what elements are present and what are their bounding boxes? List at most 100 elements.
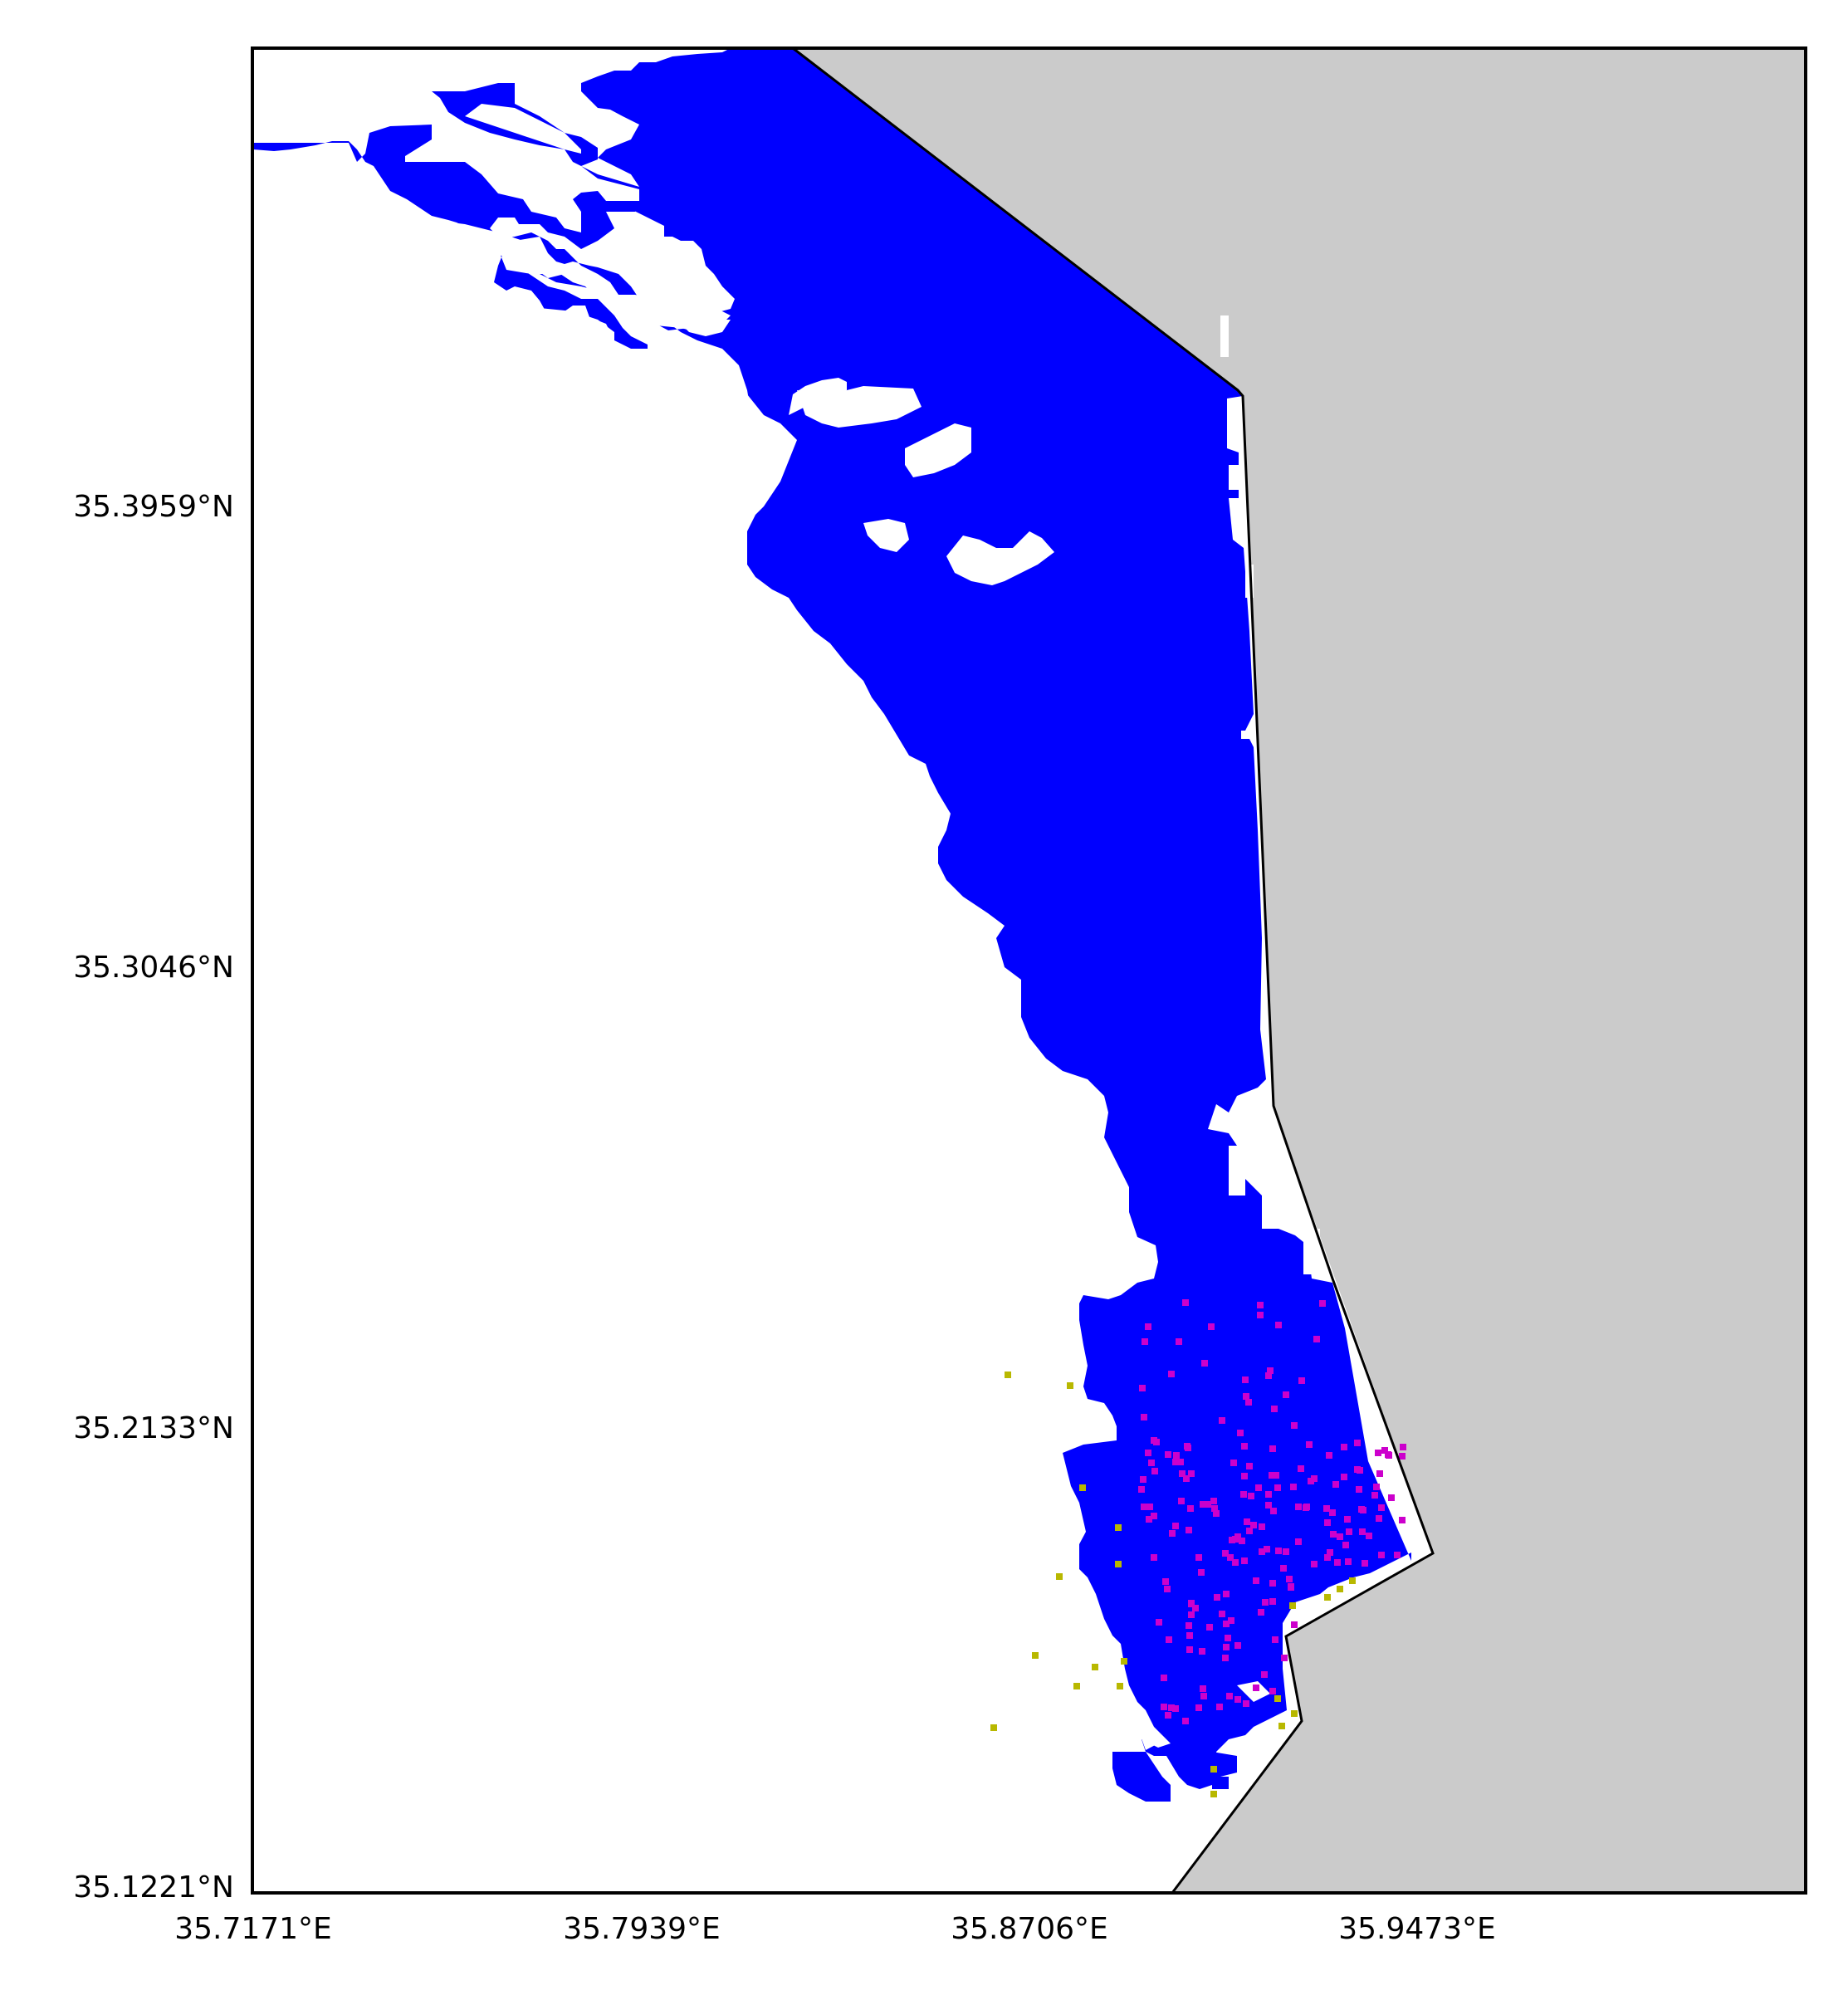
magenta-point	[1366, 1533, 1372, 1539]
lon-label: 35.7939°E	[563, 1912, 721, 1946]
magenta-point	[1183, 1475, 1190, 1482]
yellow-point	[1278, 1723, 1285, 1729]
magenta-point	[1168, 1704, 1175, 1711]
magenta-point	[1192, 1605, 1199, 1611]
magenta-point	[1195, 1554, 1202, 1561]
magenta-point	[1281, 1655, 1288, 1661]
magenta-point	[1179, 1470, 1186, 1477]
magenta-point	[1138, 1486, 1145, 1493]
magenta-point	[1327, 1549, 1333, 1556]
magenta-point	[1187, 1505, 1194, 1512]
magenta-point	[1165, 1712, 1171, 1719]
primary-region	[253, 48, 1411, 1777]
magenta-point	[1172, 1523, 1179, 1529]
yellow-point	[1349, 1577, 1356, 1584]
magenta-point	[1232, 1559, 1239, 1566]
coastline	[792, 46, 1435, 1894]
magenta-point	[1326, 1452, 1332, 1459]
magenta-point	[1211, 1505, 1218, 1512]
magenta-point	[1269, 1445, 1276, 1452]
magenta-point	[1244, 1518, 1250, 1525]
magenta-point	[1241, 1443, 1248, 1450]
magenta-point	[1230, 1460, 1237, 1466]
magenta-point	[1362, 1560, 1368, 1567]
magenta-point	[1169, 1530, 1176, 1537]
magenta-point	[1153, 1439, 1160, 1445]
magenta-point	[1176, 1338, 1182, 1345]
magenta-point	[1394, 1552, 1401, 1558]
magenta-point	[1341, 1474, 1347, 1480]
yellow-point	[1337, 1586, 1343, 1592]
magenta-point	[1332, 1481, 1339, 1488]
magenta-point	[1245, 1399, 1252, 1406]
magenta-point	[1142, 1338, 1148, 1345]
magenta-point	[1248, 1493, 1254, 1499]
magenta-point	[1234, 1642, 1241, 1649]
magenta-point	[1267, 1367, 1274, 1374]
magenta-point	[1145, 1450, 1151, 1456]
magenta-point	[1164, 1586, 1171, 1592]
magenta-point	[1357, 1467, 1363, 1474]
map-frame	[251, 46, 1807, 1895]
magenta-point	[1165, 1451, 1171, 1458]
magenta-point	[1141, 1504, 1147, 1510]
magenta-point	[1199, 1648, 1205, 1655]
magenta-point	[1275, 1548, 1282, 1554]
magenta-point	[1359, 1528, 1366, 1535]
magenta-point	[1206, 1624, 1213, 1631]
magenta-point	[1354, 1440, 1361, 1446]
magenta-point	[1234, 1696, 1241, 1703]
magenta-point	[1178, 1498, 1185, 1504]
magenta-point	[1319, 1300, 1326, 1307]
magenta-point	[1227, 1554, 1234, 1561]
magenta-point	[1262, 1599, 1269, 1606]
magenta-point	[1295, 1538, 1302, 1545]
yellow-points	[990, 1372, 1356, 1797]
magenta-point	[1253, 1685, 1259, 1691]
lat-label: 35.3046°N	[73, 951, 234, 985]
magenta-point	[1324, 1519, 1331, 1526]
magenta-point	[1186, 1632, 1193, 1639]
magenta-point	[1200, 1685, 1206, 1692]
yellow-point	[1289, 1602, 1296, 1609]
magenta-point	[1381, 1447, 1388, 1454]
magenta-point	[1222, 1550, 1229, 1557]
yellow-point	[1324, 1594, 1331, 1601]
magenta-point	[1243, 1393, 1249, 1400]
magenta-point	[1258, 1609, 1264, 1616]
magenta-point	[1341, 1444, 1347, 1450]
magenta-point	[1269, 1598, 1276, 1605]
yellow-point	[1092, 1664, 1098, 1670]
magenta-point	[1200, 1501, 1206, 1508]
magenta-point	[1400, 1444, 1406, 1450]
magenta-point	[1186, 1646, 1193, 1653]
magenta-point	[1358, 1506, 1365, 1513]
magenta-point	[1145, 1323, 1151, 1330]
yellow-point	[1005, 1372, 1011, 1378]
magenta-point	[1286, 1576, 1293, 1582]
magenta-point	[1288, 1583, 1294, 1590]
magenta-point	[1330, 1531, 1337, 1538]
magenta-point	[1303, 1504, 1310, 1510]
magenta-point	[1168, 1371, 1175, 1377]
magenta-point	[1264, 1546, 1270, 1552]
magenta-point	[1205, 1501, 1211, 1508]
magenta-point	[1225, 1635, 1231, 1641]
magenta-point	[1241, 1473, 1248, 1479]
magenta-point	[1223, 1621, 1230, 1627]
magenta-point	[1295, 1504, 1302, 1510]
magenta-point	[1161, 1704, 1167, 1710]
magenta-point	[1323, 1505, 1330, 1512]
magenta-point	[1259, 1548, 1265, 1555]
magenta-point	[1146, 1504, 1153, 1510]
magenta-point	[1329, 1509, 1336, 1516]
magenta-point	[1237, 1430, 1244, 1436]
magenta-point	[1172, 1459, 1179, 1465]
magenta-point	[1166, 1636, 1172, 1643]
magenta-point	[1177, 1459, 1184, 1465]
magenta-point	[1270, 1508, 1277, 1514]
magenta-point	[1311, 1561, 1318, 1567]
magenta-point	[1186, 1622, 1192, 1629]
magenta-point	[1201, 1360, 1208, 1367]
yellow-point	[1079, 1484, 1086, 1491]
